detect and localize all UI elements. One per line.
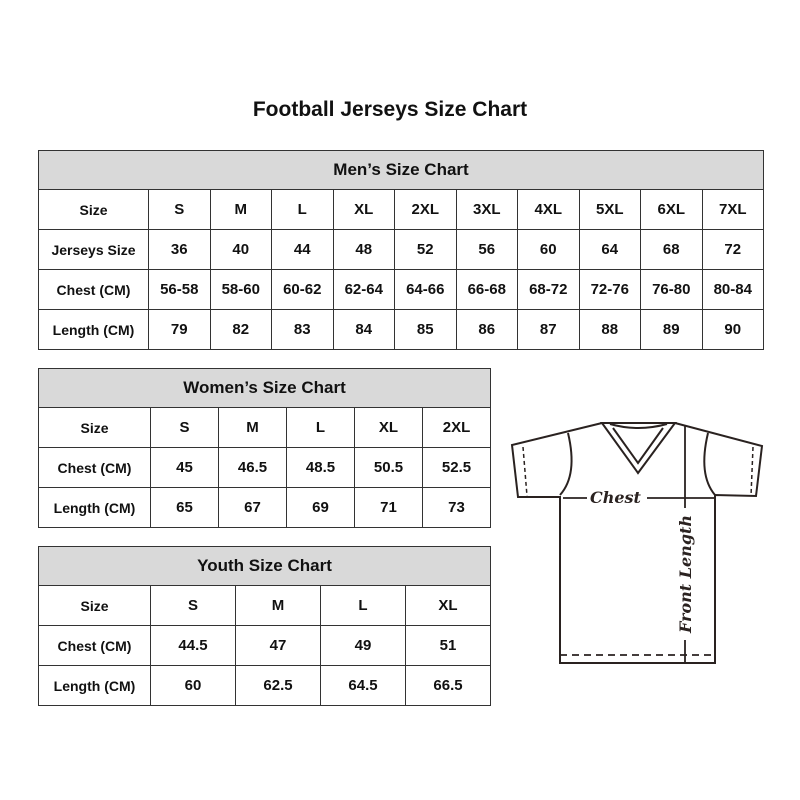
table-row: Length (CM) 60 62.5 64.5 66.5 xyxy=(38,665,491,706)
table-cell: M xyxy=(218,407,287,448)
table-row: Length (CM) 65 67 69 71 73 xyxy=(38,487,491,528)
row-label: Jerseys Size xyxy=(38,229,149,270)
table-cell: 50.5 xyxy=(354,447,423,488)
youth-table-heading: Youth Size Chart xyxy=(38,546,491,586)
page-title: Football Jerseys Size Chart xyxy=(252,98,528,121)
table-cell: 45 xyxy=(150,447,219,488)
table-cell: 80-84 xyxy=(701,269,764,310)
table-cell: 71 xyxy=(354,487,423,528)
table-cell: 52.5 xyxy=(422,447,491,488)
row-label: Size xyxy=(38,189,149,230)
table-cell: 66.5 xyxy=(405,665,491,706)
table-cell: 72-76 xyxy=(578,269,641,310)
table-cell: 90 xyxy=(701,309,764,350)
table-cell: 84 xyxy=(332,309,395,350)
table-cell: 56-58 xyxy=(148,269,211,310)
table-cell: 60 xyxy=(150,665,236,706)
table-row: Size S M L XL xyxy=(38,585,491,626)
table-cell: 82 xyxy=(209,309,272,350)
womens-size-table: Women’s Size Chart Size S M L XL 2XL Chest (CM… xyxy=(38,368,491,528)
table-cell: 62-64 xyxy=(332,269,395,310)
table-cell: 87 xyxy=(517,309,580,350)
table-cell: XL xyxy=(354,407,423,448)
table-row: Size S M L XL 2XL 3XL 4XL 5XL 6XL 7XL xyxy=(38,189,764,230)
table-cell: 79 xyxy=(148,309,211,350)
table-cell: 5XL xyxy=(578,189,641,230)
womens-table-heading: Women’s Size Chart xyxy=(38,368,491,408)
table-cell: 51 xyxy=(405,625,491,666)
table-cell: 64.5 xyxy=(320,665,406,706)
table-row: Size S M L XL 2XL xyxy=(38,407,491,448)
table-cell: L xyxy=(271,189,334,230)
table-cell: 48 xyxy=(332,229,395,270)
table-row: Jerseys Size 36 40 44 48 52 56 60 64 68 72 xyxy=(38,229,764,270)
table-cell: 36 xyxy=(148,229,211,270)
table-cell: 65 xyxy=(150,487,219,528)
mens-table-heading: Men’s Size Chart xyxy=(38,150,764,190)
table-row: Chest (CM) 45 46.5 48.5 50.5 52.5 xyxy=(38,447,491,488)
table-cell: S xyxy=(150,585,236,626)
table-cell: 48.5 xyxy=(286,447,355,488)
table-cell: 44.5 xyxy=(150,625,236,666)
table-cell: XL xyxy=(332,189,395,230)
row-label: Chest (CM) xyxy=(38,625,151,666)
table-cell: 6XL xyxy=(640,189,703,230)
row-label: Size xyxy=(38,585,151,626)
table-cell: 69 xyxy=(286,487,355,528)
table-cell: 44 xyxy=(271,229,334,270)
table-cell: 60-62 xyxy=(271,269,334,310)
row-label: Chest (CM) xyxy=(38,447,151,488)
row-label: Length (CM) xyxy=(38,309,149,350)
row-label: Size xyxy=(38,407,151,448)
table-cell: 40 xyxy=(209,229,272,270)
table-cell: L xyxy=(320,585,406,626)
table-cell: 2XL xyxy=(422,407,491,448)
table-cell: 86 xyxy=(455,309,518,350)
table-cell: 68 xyxy=(640,229,703,270)
table-cell: 88 xyxy=(578,309,641,350)
table-cell: 62.5 xyxy=(235,665,321,706)
mens-size-table: Men’s Size Chart Size S M L XL 2XL 3XL 4XL 5XL 6X… xyxy=(38,150,764,350)
table-row: Length (CM) 79 82 83 84 85 86 87 88 89 90 xyxy=(38,309,764,350)
table-cell: L xyxy=(286,407,355,448)
table-cell: 67 xyxy=(218,487,287,528)
row-label: Length (CM) xyxy=(38,487,151,528)
table-cell: 60 xyxy=(517,229,580,270)
jersey-outline-icon xyxy=(510,422,764,664)
table-cell: M xyxy=(235,585,321,626)
table-cell: 7XL xyxy=(701,189,764,230)
table-cell: 49 xyxy=(320,625,406,666)
front-length-label: Front Length xyxy=(676,515,695,634)
table-row: Chest (CM) 44.5 47 49 51 xyxy=(38,625,491,666)
table-cell: 47 xyxy=(235,625,321,666)
chest-label: Chest xyxy=(590,488,642,507)
table-cell: 73 xyxy=(422,487,491,528)
table-cell: 66-68 xyxy=(455,269,518,310)
table-cell: 68-72 xyxy=(517,269,580,310)
table-cell: 76-80 xyxy=(640,269,703,310)
table-cell: 85 xyxy=(394,309,457,350)
table-cell: XL xyxy=(405,585,491,626)
youth-size-table: Youth Size Chart Size S M L XL Chest (CM) 44.5… xyxy=(38,546,491,706)
